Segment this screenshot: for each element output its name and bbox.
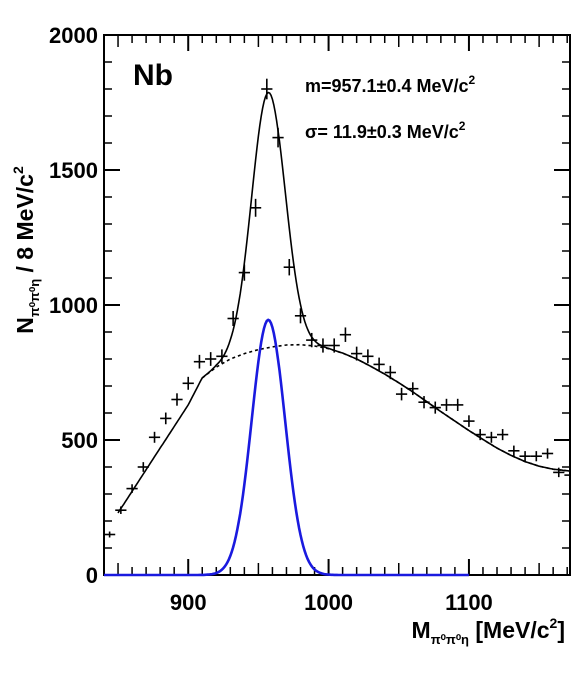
x-tick-label: 1100 [445, 590, 493, 615]
y-tick-label: 1500 [49, 158, 98, 183]
data-point [238, 264, 250, 281]
y-axis: 0 500 1000 1500 2000 [49, 23, 570, 588]
data-point [104, 531, 116, 538]
data-point [463, 415, 475, 427]
data-point [126, 484, 138, 493]
data-point [261, 78, 273, 100]
data-point [384, 365, 396, 380]
data-point [395, 387, 408, 401]
data-point [137, 462, 149, 472]
data-points [104, 78, 571, 538]
plot-frame [103, 34, 571, 576]
data-point [373, 357, 385, 372]
data-point [227, 311, 239, 326]
fit-curves [104, 91, 571, 577]
data-point [519, 451, 531, 462]
y-axis-label: Nπ⁰π⁰η / 8 MeV/c2 [10, 166, 42, 334]
data-point [418, 396, 430, 409]
x-axis-label: Mπ⁰π⁰η [MeV/c2] [412, 615, 565, 647]
mass-annotation: m=957.1±0.4 MeV/c2 [305, 73, 476, 96]
data-point [564, 470, 571, 480]
data-point [541, 448, 554, 459]
data-point [182, 376, 194, 390]
data-point [452, 398, 464, 411]
y-tick-label: 0 [86, 563, 98, 588]
data-point [407, 382, 419, 396]
x-tick-label: 900 [170, 590, 207, 615]
y-tick-label: 500 [61, 428, 98, 453]
data-point [497, 429, 509, 441]
y-tick-label: 1000 [49, 293, 98, 318]
data-point [205, 352, 217, 366]
data-point [485, 431, 498, 443]
data-point [362, 349, 374, 364]
data-point [272, 127, 284, 148]
data-point [429, 401, 441, 414]
data-point [553, 467, 565, 478]
x-axis: 900 1000 1100 [117, 35, 568, 615]
data-point [171, 393, 183, 406]
data-point [530, 451, 542, 462]
data-point [216, 349, 228, 364]
x-tick-label: 1000 [304, 590, 353, 615]
data-point [160, 412, 172, 425]
data-point [283, 258, 295, 276]
panel-label: Nb [133, 59, 173, 92]
total-fit-curve [117, 91, 571, 514]
data-point [474, 429, 486, 441]
signal-fit-curve [104, 318, 469, 577]
width-annotation: σ= 11.9±0.3 MeV/c2 [305, 119, 466, 142]
data-point [249, 198, 262, 217]
data-point [351, 346, 363, 361]
data-point [339, 327, 352, 342]
background-fit-curve [201, 343, 571, 472]
data-point [317, 338, 329, 353]
data-point [148, 431, 161, 443]
data-point [115, 506, 127, 514]
data-point [328, 338, 340, 353]
y-tick-label: 2000 [49, 23, 98, 48]
data-point [440, 398, 453, 411]
data-point [508, 445, 520, 457]
data-point [306, 332, 318, 348]
data-point [193, 354, 206, 369]
data-point [294, 308, 307, 324]
